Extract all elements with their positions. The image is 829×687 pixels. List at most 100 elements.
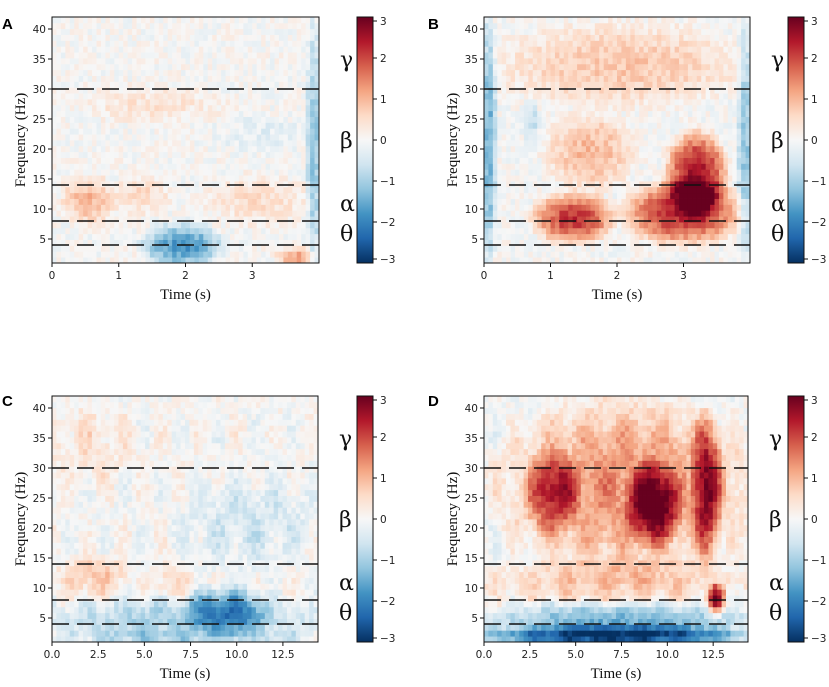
heatmap-cell: [96, 222, 102, 229]
heatmap-cell: [310, 46, 315, 53]
heatmap-cell: [270, 52, 275, 59]
heatmap-cell: [590, 169, 596, 176]
heatmap-cell: [132, 239, 137, 246]
heatmap-cell: [136, 22, 142, 30]
heatmap-cell: [296, 116, 302, 123]
heatmap-cell: [141, 251, 146, 258]
heatmap-cell: [621, 81, 627, 88]
heatmap-cell: [123, 239, 129, 246]
heatmap-cell: [69, 17, 75, 24]
heatmap-cell: [221, 186, 226, 194]
heatmap-cell: [497, 75, 503, 82]
heatmap-cell: [310, 169, 315, 176]
heatmap-cell: [652, 163, 658, 170]
heatmap-cell: [687, 227, 693, 235]
heatmap-cell: [718, 104, 724, 112]
heatmap-cell: [221, 99, 226, 106]
heatmap-cell: [679, 222, 684, 229]
heatmap-cell: [287, 169, 293, 176]
heatmap-cell: [687, 145, 693, 153]
heatmap-cell: [727, 175, 733, 182]
heatmap-cell: [714, 163, 720, 170]
heatmap-cell: [127, 145, 133, 153]
heatmap-cell: [687, 122, 693, 129]
heatmap-cell: [194, 169, 200, 176]
heatmap-cell: [65, 93, 71, 100]
heatmap-cell: [216, 140, 222, 147]
heatmap-cell: [243, 110, 249, 117]
heatmap-cell: [634, 104, 640, 112]
heatmap-cell: [634, 192, 640, 199]
heatmap-cell: [674, 93, 680, 100]
heatmap-cell: [261, 75, 266, 82]
heatmap-cell: [261, 216, 266, 223]
heatmap-cell: [523, 134, 529, 141]
heatmap-cell: [506, 58, 511, 65]
heatmap-cell: [710, 169, 715, 176]
heatmap-cell: [74, 87, 80, 94]
heatmap-cell: [83, 251, 88, 258]
heatmap-cell: [692, 140, 698, 147]
heatmap-cell: [612, 104, 618, 112]
heatmap-cell: [314, 22, 320, 30]
heatmap-cell: [127, 75, 133, 82]
heatmap-cell: [100, 140, 106, 147]
heatmap-cell: [127, 40, 133, 47]
heatmap-cell: [670, 157, 676, 164]
heatmap-cell: [127, 81, 133, 88]
heatmap-cell: [149, 157, 155, 164]
heatmap-cell: [296, 40, 302, 47]
heatmap-cell: [674, 251, 680, 258]
heatmap-cell: [158, 46, 164, 53]
heatmap-cell: [559, 198, 565, 205]
heatmap-cell: [599, 134, 605, 141]
heatmap-cell: [643, 169, 649, 176]
heatmap-cell: [665, 145, 671, 153]
heatmap-cell: [270, 140, 275, 147]
heatmap-cell: [541, 169, 547, 176]
heatmap-cell: [515, 116, 520, 123]
heatmap-cell: [56, 52, 62, 59]
heatmap-cell: [687, 52, 693, 59]
heatmap-cell: [732, 169, 738, 176]
heatmap-cell: [123, 63, 129, 71]
heatmap-cell: [127, 34, 133, 41]
heatmap-cell: [696, 28, 702, 35]
heatmap-cell: [532, 116, 538, 123]
heatmap-cell: [203, 28, 209, 35]
heatmap-cell: [287, 34, 293, 41]
heatmap-cell: [292, 222, 298, 229]
heatmap-cell: [546, 81, 551, 88]
heatmap-cell: [541, 69, 547, 76]
heatmap-cell: [287, 87, 293, 94]
heatmap-cell: [52, 227, 57, 235]
heatmap-cell: [652, 186, 658, 194]
heatmap-cell: [723, 87, 729, 94]
heatmap-cell: [501, 69, 507, 76]
heatmap-cell: [114, 192, 120, 199]
heatmap-cell: [181, 99, 186, 106]
heatmap-cell: [541, 134, 547, 141]
heatmap-cell: [599, 239, 605, 246]
heatmap-cell: [163, 52, 169, 59]
heatmap-cell: [265, 198, 271, 205]
heatmap-cell: [256, 87, 262, 94]
heatmap-cell: [60, 116, 66, 123]
heatmap-cell: [701, 17, 707, 24]
heatmap-cell: [497, 81, 503, 88]
heatmap-cell: [621, 251, 627, 258]
heatmap-cell: [207, 198, 213, 205]
heatmap-cell: [594, 87, 600, 94]
heatmap-cell: [687, 104, 693, 112]
heatmap-cell: [630, 157, 636, 164]
heatmap-cell: [603, 87, 609, 94]
heatmap-cell: [590, 198, 596, 205]
heatmap-cell: [221, 175, 226, 182]
heatmap-cell: [608, 233, 613, 240]
heatmap-cell: [118, 251, 124, 258]
heatmap-cell: [60, 175, 66, 182]
heatmap-cell: [506, 99, 511, 106]
heatmap-cell: [265, 257, 271, 264]
heatmap-cell: [488, 163, 494, 170]
heatmap-cell: [243, 40, 249, 47]
